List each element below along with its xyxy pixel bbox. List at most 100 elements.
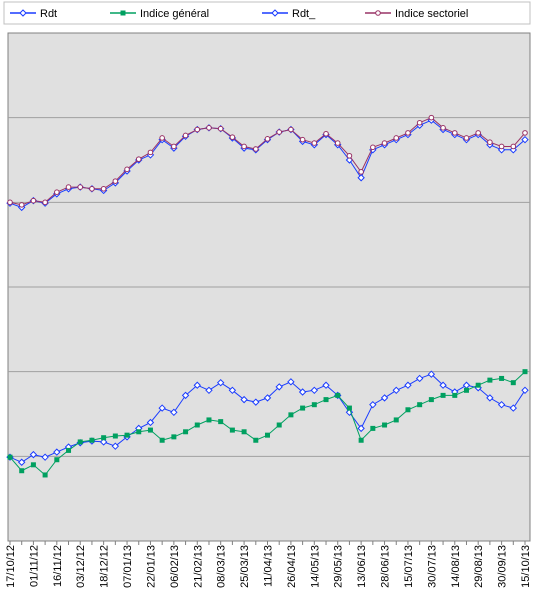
data-point [252,146,259,152]
data-point [335,392,341,398]
data-point [382,422,388,428]
data-point [392,386,400,395]
x-tick-label: 01/11/12 [28,545,40,587]
data-point [288,126,294,133]
data-point [346,152,353,159]
data-point [276,129,283,135]
data-point [42,199,48,206]
data-point [405,407,411,413]
data-point [521,386,529,395]
data-point [439,381,447,389]
data-point [311,140,318,146]
data-point [323,397,329,403]
data-point [146,418,155,427]
data-point [510,380,516,386]
data-point [65,184,72,190]
data-point [486,394,494,402]
data-point [19,468,25,474]
data-point [497,400,506,409]
legend-label: Rdt_ [292,8,316,20]
data-point [159,437,165,443]
data-point [265,432,270,438]
data-point [310,386,319,395]
data-point [358,437,364,443]
data-point [381,140,388,146]
data-point [451,130,458,136]
data-point [252,398,260,406]
x-tick-label: 13/06/13 [356,545,368,588]
data-point [99,438,108,446]
x-tick-label: 29/08/13 [473,545,485,588]
data-point [30,197,37,204]
data-point [17,458,26,466]
data-point [463,135,470,141]
data-point [263,394,272,402]
x-tick-label: 14/08/13 [450,545,462,588]
data-point [77,439,83,445]
data-point [170,408,178,417]
x-tick-label: 08/03/13 [216,545,228,588]
data-point [322,381,330,389]
data-point [440,392,446,398]
data-point [112,178,119,184]
data-point [370,144,376,151]
data-point [463,387,469,393]
data-point [521,135,529,144]
data-point [299,136,306,143]
data-point [358,169,364,175]
x-tick-label: 22/01/13 [145,545,157,588]
legend-label: Indice sectoriel [395,8,468,20]
x-tick-label: 03/12/12 [75,545,87,588]
x-tick-label: 17/10/12 [5,545,17,588]
x-tick-label: 29/05/13 [333,545,345,588]
data-point [54,457,60,463]
data-point [240,395,248,404]
x-tick-label: 16/11/12 [52,545,64,587]
legend-marker [375,10,381,16]
data-point [183,429,189,435]
data-point [101,435,107,441]
data-point [346,405,352,411]
data-point [369,400,377,409]
x-tick-label: 30/07/13 [426,545,438,588]
data-point [475,130,481,136]
x-tick-label: 26/04/13 [286,545,298,588]
x-tick-label: 30/09/13 [497,545,509,588]
data-point [206,125,212,131]
data-point [66,447,72,453]
data-point [89,437,95,443]
data-point [30,462,36,468]
data-point [218,419,224,425]
data-point [298,388,307,396]
x-tick-label: 15/07/13 [403,545,415,588]
data-point [41,453,49,461]
data-point [216,378,225,387]
data-point [288,412,294,418]
data-point [498,143,505,150]
data-point [405,130,411,136]
data-point [300,405,306,411]
data-point [193,381,201,389]
x-tick-label: 21/02/13 [192,545,204,588]
data-point [205,386,213,395]
data-point [124,166,130,173]
data-point [7,454,13,460]
data-point [440,125,446,131]
data-point [452,392,458,398]
data-point [241,429,247,435]
data-point [522,369,528,375]
data-point [253,437,259,443]
data-point [522,130,528,136]
data-point [287,378,295,386]
data-point [241,143,247,150]
data-point [77,184,84,190]
data-point [112,433,118,439]
data-point [147,149,154,156]
data-point [124,432,130,438]
data-point [171,434,177,440]
data-point [53,448,61,456]
data-point [417,402,423,408]
data-point [345,408,354,417]
data-point [428,114,435,121]
data-point [194,126,201,133]
